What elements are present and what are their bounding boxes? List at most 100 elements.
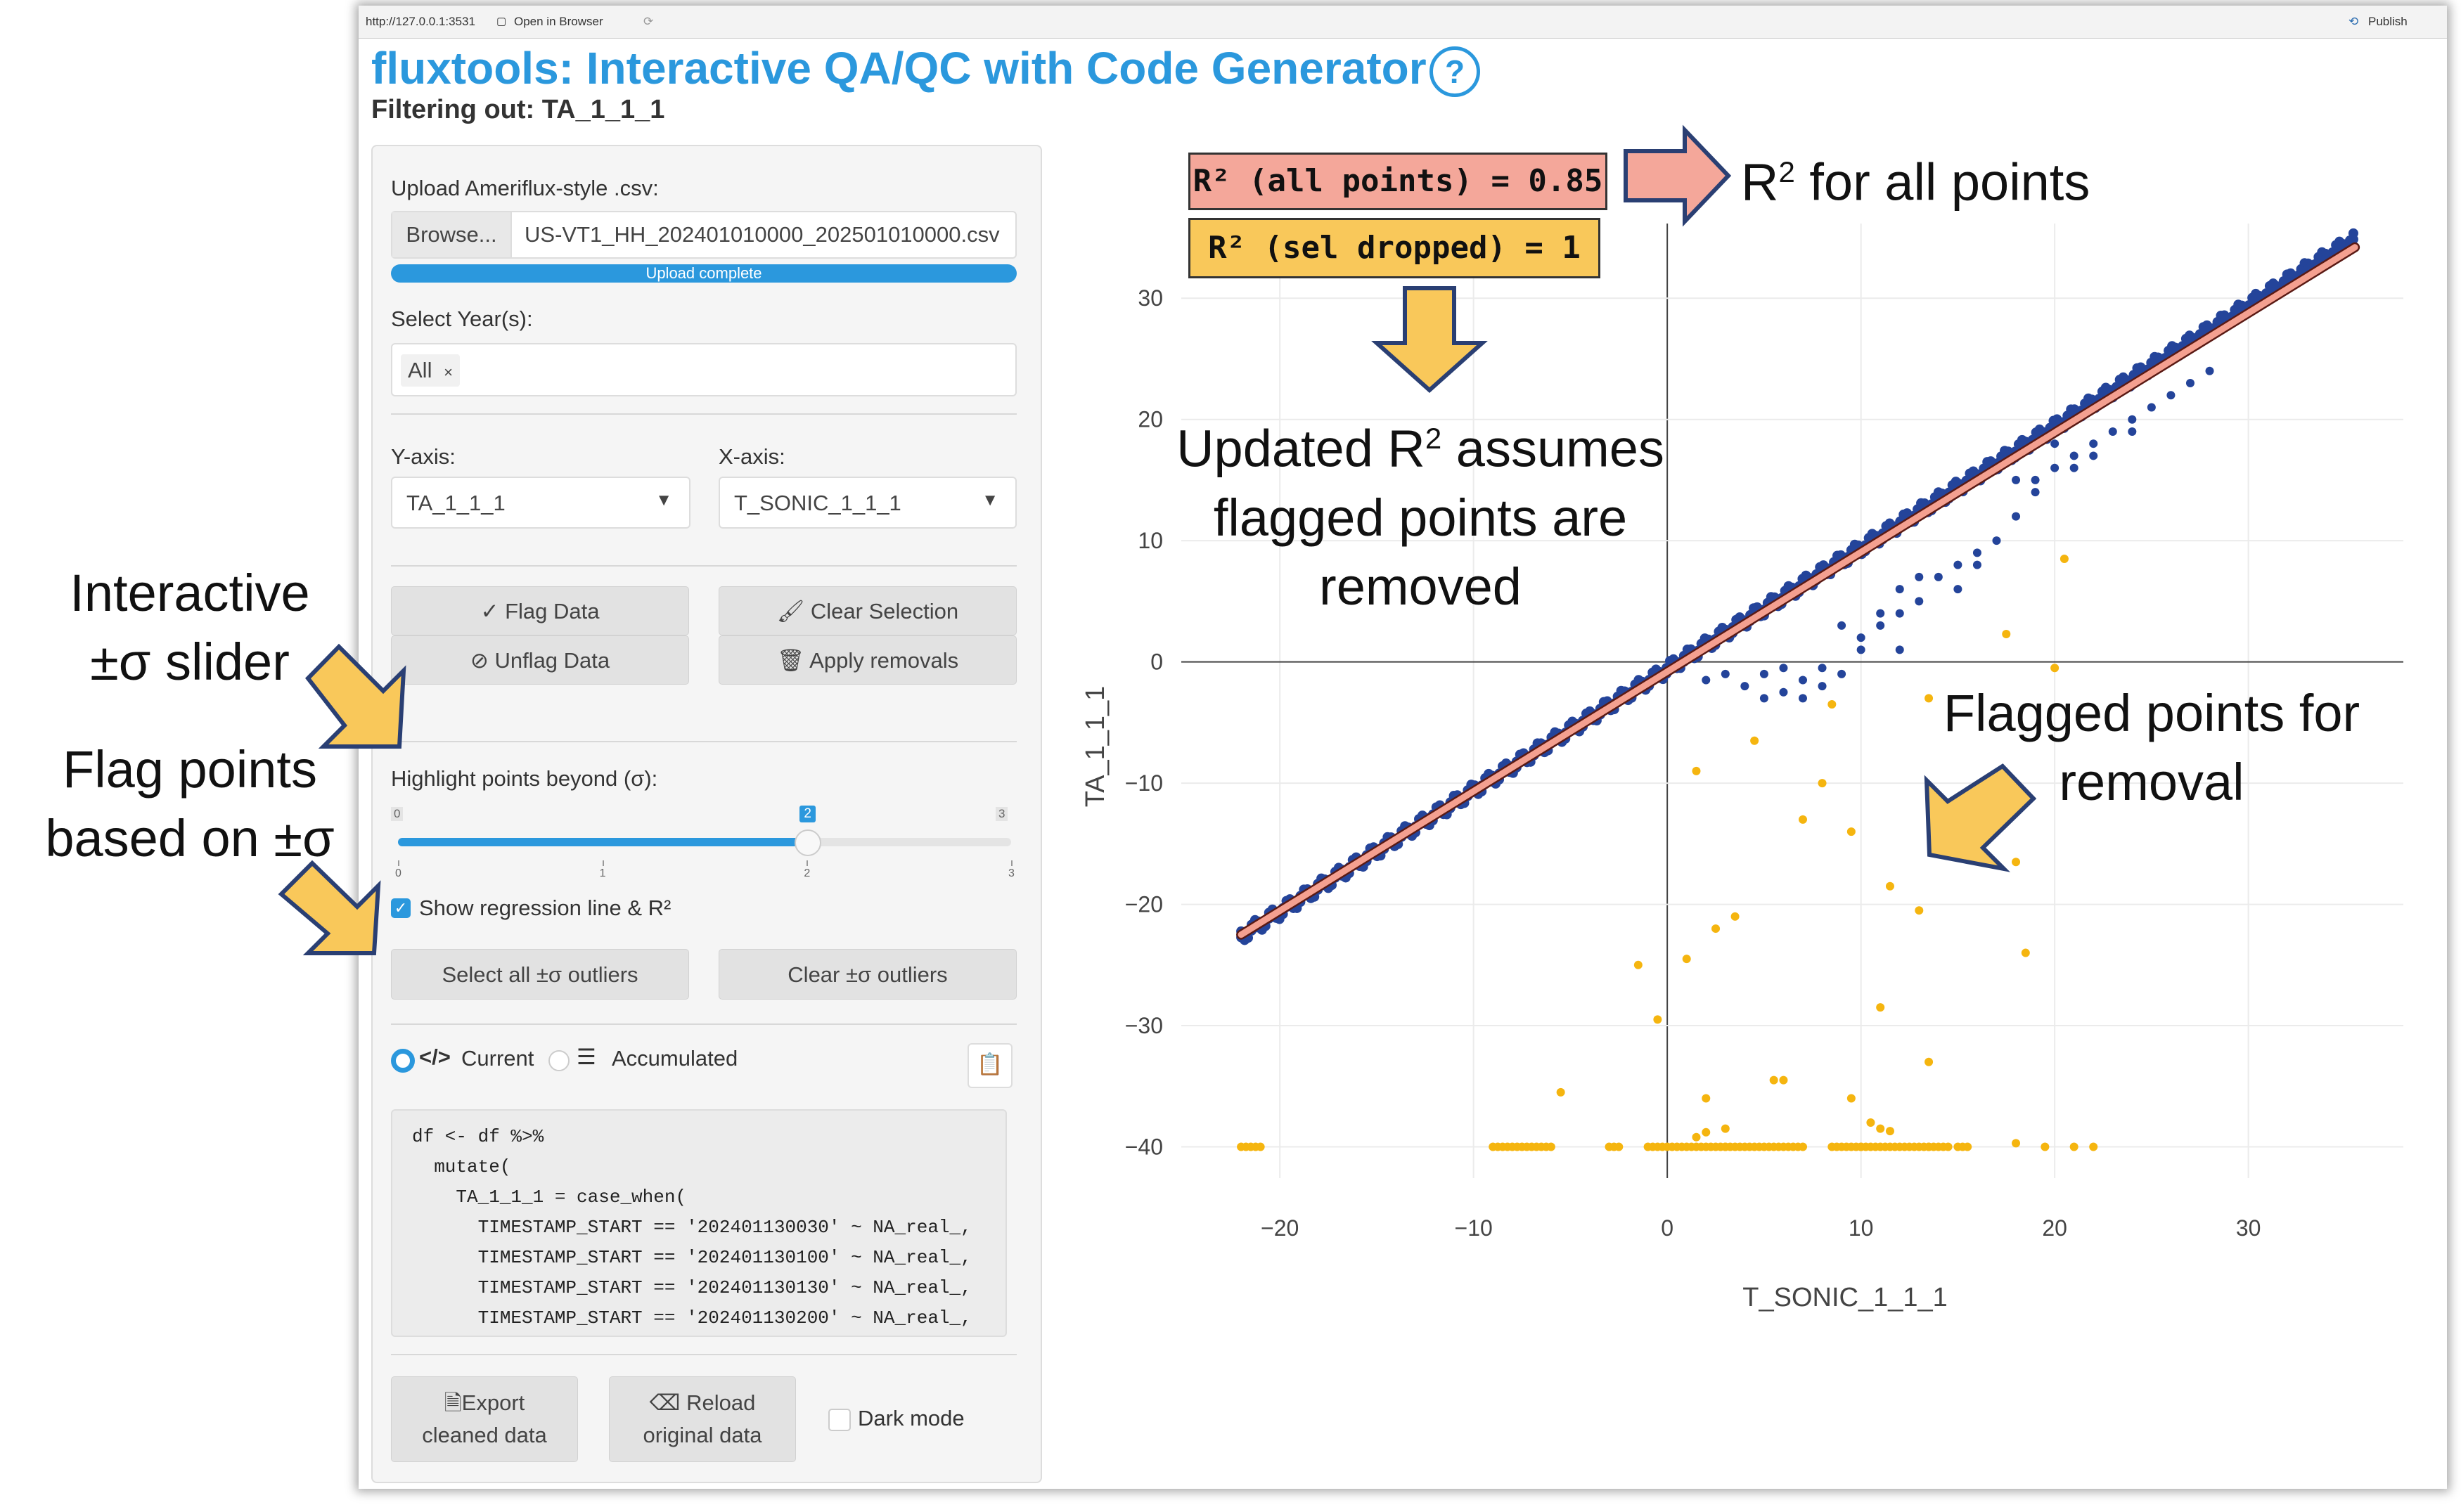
slider-tick-label: 2 (804, 867, 811, 879)
reload-label: Reload (686, 1390, 756, 1415)
open-in-browser-link[interactable]: Open in Browser (514, 15, 603, 28)
y-tick-label: −30 (1125, 1013, 1163, 1038)
upload-filename: US-VT1_HH_202401010000_202501010000.csv (525, 222, 1000, 247)
annotation-text: removal (2059, 753, 2244, 811)
code-line: TIMESTAMP_START == '202401130130' ~ NA_r… (412, 1277, 972, 1298)
unflag-data-label: Unflag Data (494, 648, 610, 673)
flagged-point (1818, 779, 1827, 788)
year-select[interactable]: All × (391, 343, 1017, 396)
select-outliers-button[interactable]: Select all ±σ outliers (391, 949, 689, 1000)
annotation-flag-points: Flag points based on ±σ (21, 735, 359, 873)
refresh-icon[interactable]: ⟳ (643, 15, 654, 28)
main-point (2031, 488, 2040, 497)
current-radio[interactable] (391, 1049, 415, 1073)
divider (391, 565, 1017, 567)
slider-tick (602, 860, 604, 866)
dark-mode-checkbox[interactable] (828, 1409, 851, 1431)
slider-fill (398, 838, 807, 846)
main-point (2050, 439, 2060, 448)
trash-icon: 🗑 (776, 648, 805, 673)
accumulated-radio[interactable] (548, 1050, 570, 1071)
main-point (2031, 475, 2040, 484)
r2-all-box: R² (all points) = 0.85 (1188, 153, 1607, 210)
chevron-down-icon: ▼ (655, 491, 672, 510)
main-point (1759, 669, 1768, 678)
main-point (1837, 621, 1846, 630)
publish-button[interactable]: Publish (2368, 15, 2408, 28)
y-tick-label: −20 (1125, 892, 1163, 917)
main-point (1837, 669, 1846, 678)
flagged-point (1963, 1142, 1972, 1151)
slider-tick (1011, 860, 1013, 866)
y-axis-title: TA_1_1_1 (1081, 686, 1110, 808)
clipboard-icon[interactable]: 📋 (968, 1043, 1013, 1088)
annotation-updated-r2: Updated R2 assumes flagged points are re… (1153, 404, 1688, 621)
flagged-point (2041, 1142, 2050, 1151)
slider-handle[interactable] (795, 829, 822, 856)
reload-button[interactable]: ⌫ Reload original data (609, 1376, 796, 1462)
flagged-point (1799, 815, 1807, 824)
file-icon: 🗎 (444, 1390, 462, 1415)
slider-min-label: 0 (391, 807, 404, 821)
help-icon[interactable]: ? (1429, 46, 1480, 97)
flagged-point (1876, 1124, 1885, 1133)
main-point (2128, 415, 2137, 424)
main-point (1915, 597, 1924, 606)
control-panel: Upload Ameriflux-style .csv: Browse... U… (371, 145, 1042, 1483)
window-icon: ▢ (496, 15, 507, 27)
main-point (2050, 463, 2060, 472)
unflag-data-button[interactable]: ⊘ Unflag Data (391, 635, 689, 685)
main-point (2069, 463, 2078, 472)
xaxis-select[interactable]: T_SONIC_1_1_1 ▼ (719, 477, 1017, 529)
clear-outliers-button[interactable]: Clear ±σ outliers (719, 949, 1017, 1000)
clear-selection-button[interactable]: 🖌 Clear Selection (719, 586, 1017, 635)
regression-checkbox[interactable]: ✓ (391, 898, 411, 918)
check-icon: ✓ (480, 599, 499, 623)
chevron-down-icon: ▼ (982, 491, 998, 510)
flagged-point (1614, 1142, 1624, 1151)
flagged-point (1750, 736, 1759, 745)
reload-label-2: original data (643, 1423, 762, 1447)
divider (391, 741, 1017, 742)
flagged-point (2002, 629, 2011, 638)
annotation-text: flagged points are (1213, 488, 1628, 547)
code-line: TIMESTAMP_START == '202401130100' ~ NA_r… (412, 1247, 972, 1268)
publish-icon[interactable]: ⟲ (2348, 15, 2359, 28)
yaxis-label: Y-axis: (391, 444, 456, 469)
year-tag-remove-icon[interactable]: × (444, 363, 453, 381)
main-point (1740, 682, 1749, 691)
flagged-point (1721, 1124, 1730, 1133)
browse-button[interactable]: Browse... (392, 212, 512, 257)
slider-tick (807, 860, 809, 866)
viewer-toolbar: http://127.0.0.1:3531 ▢ Open in Browser … (359, 6, 2447, 39)
main-point (1818, 682, 1827, 691)
main-point (2089, 439, 2098, 448)
current-label: Current (461, 1046, 534, 1071)
export-button[interactable]: 🗎Export cleaned data (391, 1376, 578, 1462)
annotation-text: Interactive (70, 564, 310, 622)
flagged-point (1827, 700, 1837, 709)
y-tick-label: −40 (1125, 1135, 1163, 1160)
main-point (2348, 234, 2358, 245)
flagged-point (1925, 694, 1934, 703)
main-point (1895, 645, 1904, 654)
xaxis-value: T_SONIC_1_1_1 (734, 491, 901, 515)
filter-subtitle: Filtering out: TA_1_1_1 (371, 95, 665, 124)
list-icon: ☰ (577, 1045, 596, 1069)
yaxis-select[interactable]: TA_1_1_1 ▼ (391, 477, 690, 529)
main-point (1876, 621, 1885, 630)
divider (391, 413, 1017, 415)
flag-data-button[interactable]: ✓ Flag Data (391, 586, 689, 635)
upload-progress-fill: Upload complete (391, 264, 1017, 283)
annotation-text: removed (1319, 557, 1522, 616)
annotation-text: Flag points (63, 740, 317, 799)
flagged-point (1682, 955, 1691, 964)
main-point (1876, 609, 1885, 618)
export-label-2: cleaned data (422, 1423, 547, 1447)
clear-selection-label: Clear Selection (810, 599, 959, 623)
apply-removals-button[interactable]: 🗑 Apply removals (719, 635, 1017, 685)
flagged-point (1885, 1127, 1894, 1136)
broom-icon: 🖌 (776, 599, 805, 623)
file-input[interactable]: Browse... US-VT1_HH_202401010000_2025010… (391, 211, 1017, 259)
